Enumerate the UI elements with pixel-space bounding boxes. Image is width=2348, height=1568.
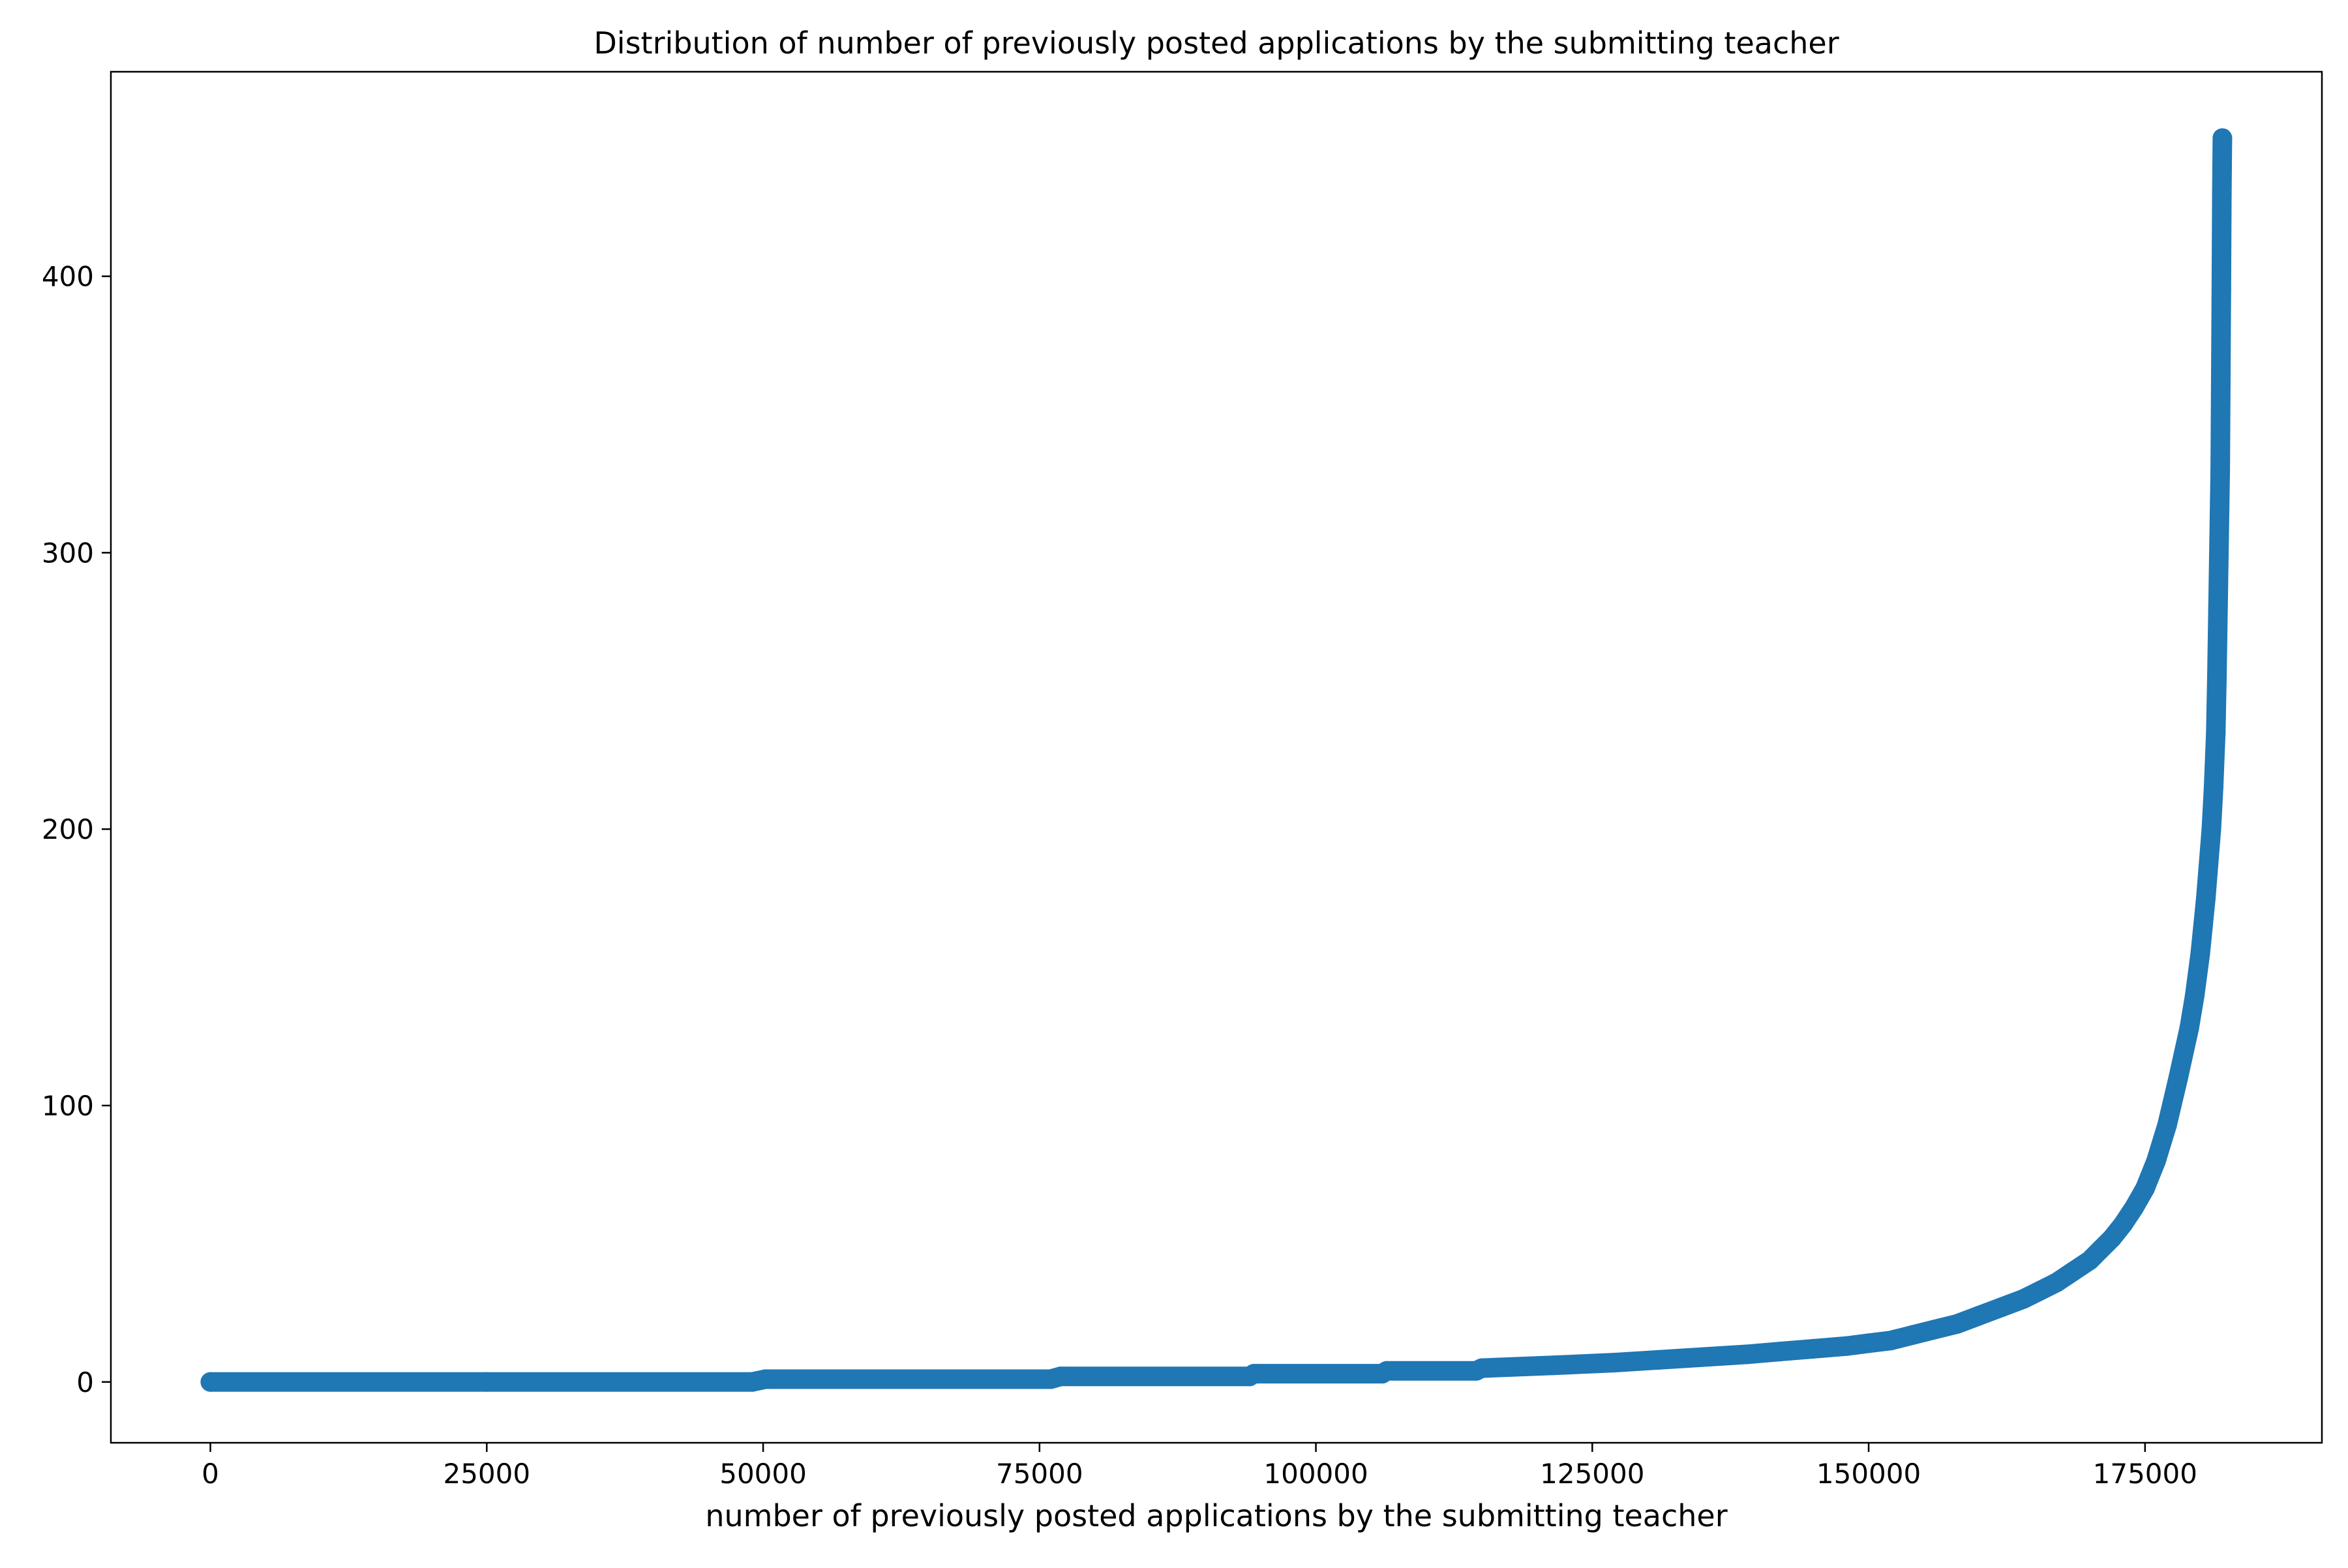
- data-point: [477, 1372, 497, 1392]
- data-point: [1244, 1364, 1264, 1384]
- data-point: [1770, 1342, 1790, 1362]
- data-point: [2047, 1273, 2067, 1293]
- x-tick-label: 75000: [996, 1458, 1083, 1490]
- data-point: [2179, 1018, 2199, 1038]
- x-tick-label: 0: [202, 1458, 219, 1490]
- y-tick-label: 0: [76, 1366, 94, 1398]
- chart-title: Distribution of number of previously pos…: [594, 25, 1839, 61]
- data-point: [1969, 1306, 1989, 1326]
- data-point: [2211, 280, 2231, 300]
- x-tick-label: 150000: [1816, 1458, 1921, 1490]
- data-point: [2210, 460, 2231, 480]
- x-tick-label: 100000: [1263, 1458, 1368, 1490]
- data-point: [2013, 1289, 2034, 1309]
- data-point: [1377, 1361, 1396, 1381]
- data-point: [1051, 1366, 1070, 1387]
- data-point: [1837, 1336, 1857, 1356]
- data-point: [2208, 598, 2228, 618]
- data-point: [1881, 1331, 1901, 1351]
- data-point: [200, 1372, 220, 1392]
- x-tick-label: 50000: [719, 1458, 807, 1490]
- data-point: [2102, 1228, 2122, 1248]
- data-point: [2206, 722, 2226, 742]
- y-tick-label: 400: [42, 261, 94, 293]
- data-point: [2203, 777, 2223, 798]
- y-tick-label: 300: [42, 537, 94, 569]
- data-point: [2030, 1280, 2050, 1301]
- data-point: [2146, 1151, 2166, 1171]
- x-tick-label: 125000: [1540, 1458, 1644, 1490]
- data-point: [1859, 1333, 1879, 1353]
- x-tick-label: 175000: [2093, 1458, 2197, 1490]
- data-point: [1947, 1314, 1967, 1334]
- data-point: [2063, 1261, 2083, 1282]
- data-point: [2210, 377, 2231, 397]
- data-point: [2212, 183, 2232, 204]
- data-point: [1903, 1325, 1923, 1345]
- data-point: [2201, 819, 2221, 839]
- data-point: [2157, 1115, 2177, 1135]
- y-tick-label: 100: [42, 1090, 94, 1122]
- data-point: [1693, 1347, 1713, 1367]
- data-point: [1803, 1338, 1824, 1359]
- data-points: [200, 128, 2233, 1392]
- data-point: [1991, 1297, 2011, 1318]
- data-point: [2207, 667, 2227, 687]
- data-point: [2209, 529, 2229, 549]
- data-point: [1737, 1344, 1757, 1364]
- axes: 0 25000 50000 75000 100000 125000 150000 175000…: [42, 70, 2323, 1490]
- data-point: [1544, 1355, 1563, 1376]
- x-tick-label: 25000: [443, 1458, 530, 1490]
- x-axis-label: number of previously posted applications…: [705, 1498, 1727, 1533]
- data-point: [1925, 1319, 1945, 1340]
- data-point: [1649, 1349, 1668, 1370]
- data-point: [2168, 1068, 2188, 1088]
- data-point: [2212, 128, 2233, 148]
- data-point: [2124, 1198, 2144, 1218]
- y-tick-label: 200: [42, 813, 94, 845]
- data-point: [1604, 1353, 1625, 1373]
- data-point: [2135, 1179, 2155, 1199]
- data-point: [2190, 943, 2210, 963]
- data-point: [755, 1369, 775, 1389]
- data-point: [2113, 1214, 2133, 1235]
- data-point: [1471, 1358, 1492, 1378]
- plot-frame: [110, 70, 2323, 1444]
- data-point: [2196, 888, 2216, 909]
- data-point: [2185, 985, 2205, 1005]
